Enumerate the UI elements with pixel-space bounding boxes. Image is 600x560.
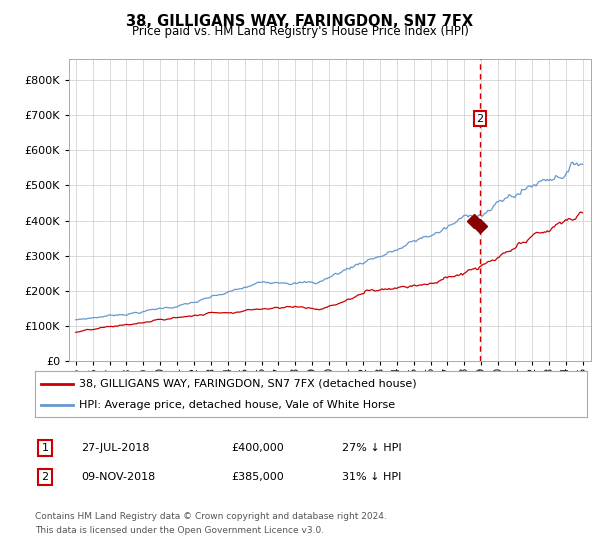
- Text: 2: 2: [41, 472, 49, 482]
- Text: £385,000: £385,000: [231, 472, 284, 482]
- Text: 38, GILLIGANS WAY, FARINGDON, SN7 7FX (detached house): 38, GILLIGANS WAY, FARINGDON, SN7 7FX (d…: [79, 379, 416, 389]
- Text: Contains HM Land Registry data © Crown copyright and database right 2024.: Contains HM Land Registry data © Crown c…: [35, 512, 386, 521]
- Text: This data is licensed under the Open Government Licence v3.0.: This data is licensed under the Open Gov…: [35, 526, 324, 535]
- Text: 27% ↓ HPI: 27% ↓ HPI: [342, 443, 401, 453]
- Text: 27-JUL-2018: 27-JUL-2018: [81, 443, 149, 453]
- Text: 1: 1: [41, 443, 49, 453]
- Text: £400,000: £400,000: [231, 443, 284, 453]
- Text: 2: 2: [476, 114, 484, 124]
- Text: HPI: Average price, detached house, Vale of White Horse: HPI: Average price, detached house, Vale…: [79, 400, 395, 410]
- Text: 31% ↓ HPI: 31% ↓ HPI: [342, 472, 401, 482]
- Text: 09-NOV-2018: 09-NOV-2018: [81, 472, 155, 482]
- Text: Price paid vs. HM Land Registry's House Price Index (HPI): Price paid vs. HM Land Registry's House …: [131, 25, 469, 38]
- Text: 38, GILLIGANS WAY, FARINGDON, SN7 7FX: 38, GILLIGANS WAY, FARINGDON, SN7 7FX: [127, 14, 473, 29]
